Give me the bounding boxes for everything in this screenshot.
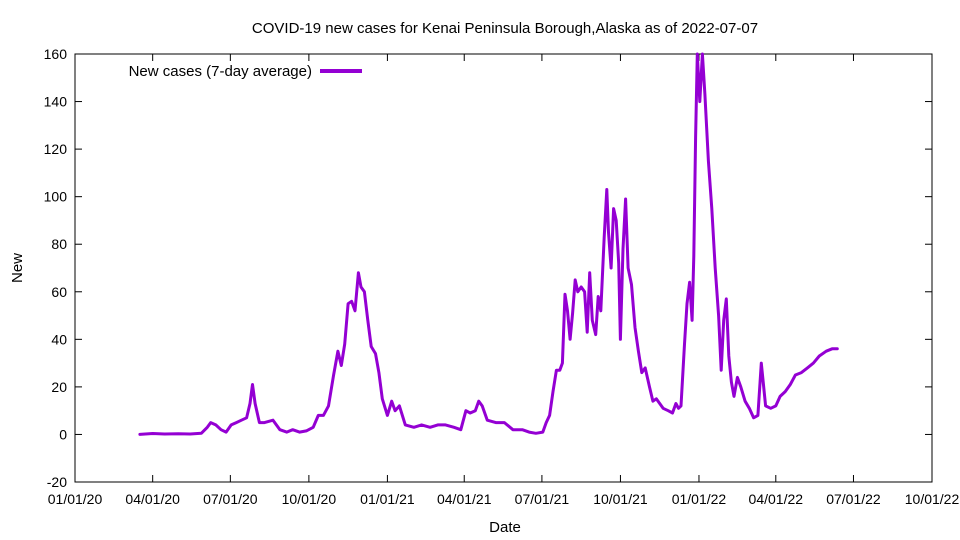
x-tick-label: 01/01/20	[48, 491, 103, 507]
chart-title: COVID-19 new cases for Kenai Peninsula B…	[252, 20, 758, 37]
x-tick-label: 04/01/21	[437, 491, 492, 507]
y-tick-label: 100	[44, 189, 68, 205]
y-tick-label: 120	[44, 141, 68, 157]
y-tick-label: -20	[47, 474, 67, 490]
y-tick-label: 160	[44, 46, 68, 62]
y-tick-label: 60	[51, 284, 67, 300]
plot-frame	[74, 53, 933, 483]
x-tick-label: 07/01/20	[203, 491, 258, 507]
x-tick-label: 01/01/21	[360, 491, 415, 507]
plot-area	[138, 52, 839, 436]
y-tick-label: 140	[44, 94, 68, 110]
x-tick-label: 10/01/20	[282, 491, 337, 507]
y-tick-label: 40	[51, 331, 67, 347]
y-tick-label: 20	[51, 379, 67, 395]
x-tick-label: 01/01/22	[672, 491, 727, 507]
y-tick-label: 80	[51, 236, 67, 252]
x-tick-label: 04/01/22	[749, 491, 804, 507]
y-axis-label: New	[9, 253, 26, 283]
x-tick-label: 04/01/20	[125, 491, 180, 507]
x-tick-label: 07/01/22	[826, 491, 881, 507]
axes: -20 0 20 40 60 80 100 120 140 160 01/01/20 04/01/20…	[44, 46, 960, 507]
x-tick-label: 10/01/21	[593, 491, 648, 507]
x-tick-label: 10/01/22	[905, 491, 960, 507]
legend: New cases (7-day average)	[129, 63, 362, 80]
series-line	[138, 52, 839, 436]
x-axis-label: Date	[489, 519, 521, 536]
y-tick-label: 0	[59, 426, 67, 442]
legend-label: New cases (7-day average)	[129, 63, 312, 80]
x-tick-label: 07/01/21	[515, 491, 570, 507]
